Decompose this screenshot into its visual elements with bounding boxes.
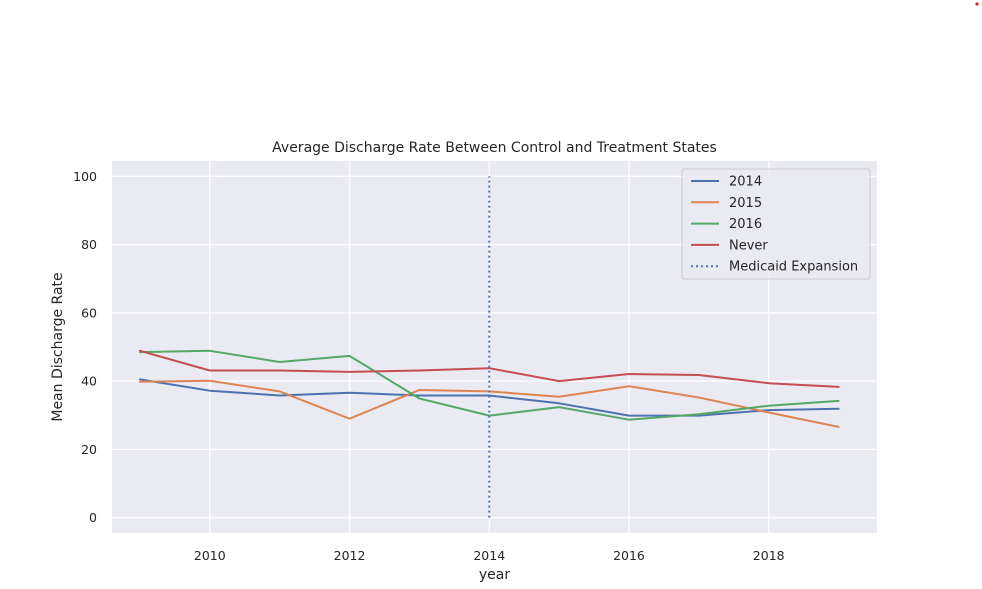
x-tick-label: 2012	[334, 548, 366, 563]
series-line-2016	[138, 349, 840, 421]
x-tick-label: 2010	[194, 548, 226, 563]
x-axis-label: year	[479, 567, 510, 583]
legend-label: Medicaid Expansion	[729, 260, 858, 275]
y-tick-label: 60	[81, 305, 97, 320]
y-tick-label: 0	[89, 510, 97, 525]
x-tick-label: 2014	[473, 548, 505, 563]
series-layer	[138, 176, 840, 518]
y-axis-label: Mean Discharge Rate	[50, 272, 66, 421]
x-tick-label: 2016	[613, 548, 645, 563]
legend-label: Never	[729, 238, 768, 253]
y-tick-label: 100	[73, 169, 97, 184]
tick-labels: 2010 2012 2014 2016 2018 0 20 40 60 80 100	[73, 169, 785, 563]
red-dot-marker	[975, 2, 979, 6]
y-tick-label: 80	[81, 237, 97, 252]
chart-title: Average Discharge Rate Between Control a…	[272, 140, 717, 156]
legend-items: 2014 2015 2016 Never Medicaid Expansion	[691, 175, 858, 275]
legend-label: 2016	[729, 217, 762, 232]
y-tick-label: 40	[81, 374, 97, 389]
legend-label: 2014	[729, 175, 762, 190]
legend-box	[681, 168, 871, 280]
y-tick-label: 20	[81, 442, 97, 457]
x-tick-label: 2018	[753, 548, 785, 563]
series-line-2014	[138, 378, 840, 417]
series-line-never	[138, 349, 840, 388]
legend-label: 2015	[729, 196, 762, 211]
legend: 2014 2015 2016 Never Medicaid Expansion	[681, 168, 871, 280]
